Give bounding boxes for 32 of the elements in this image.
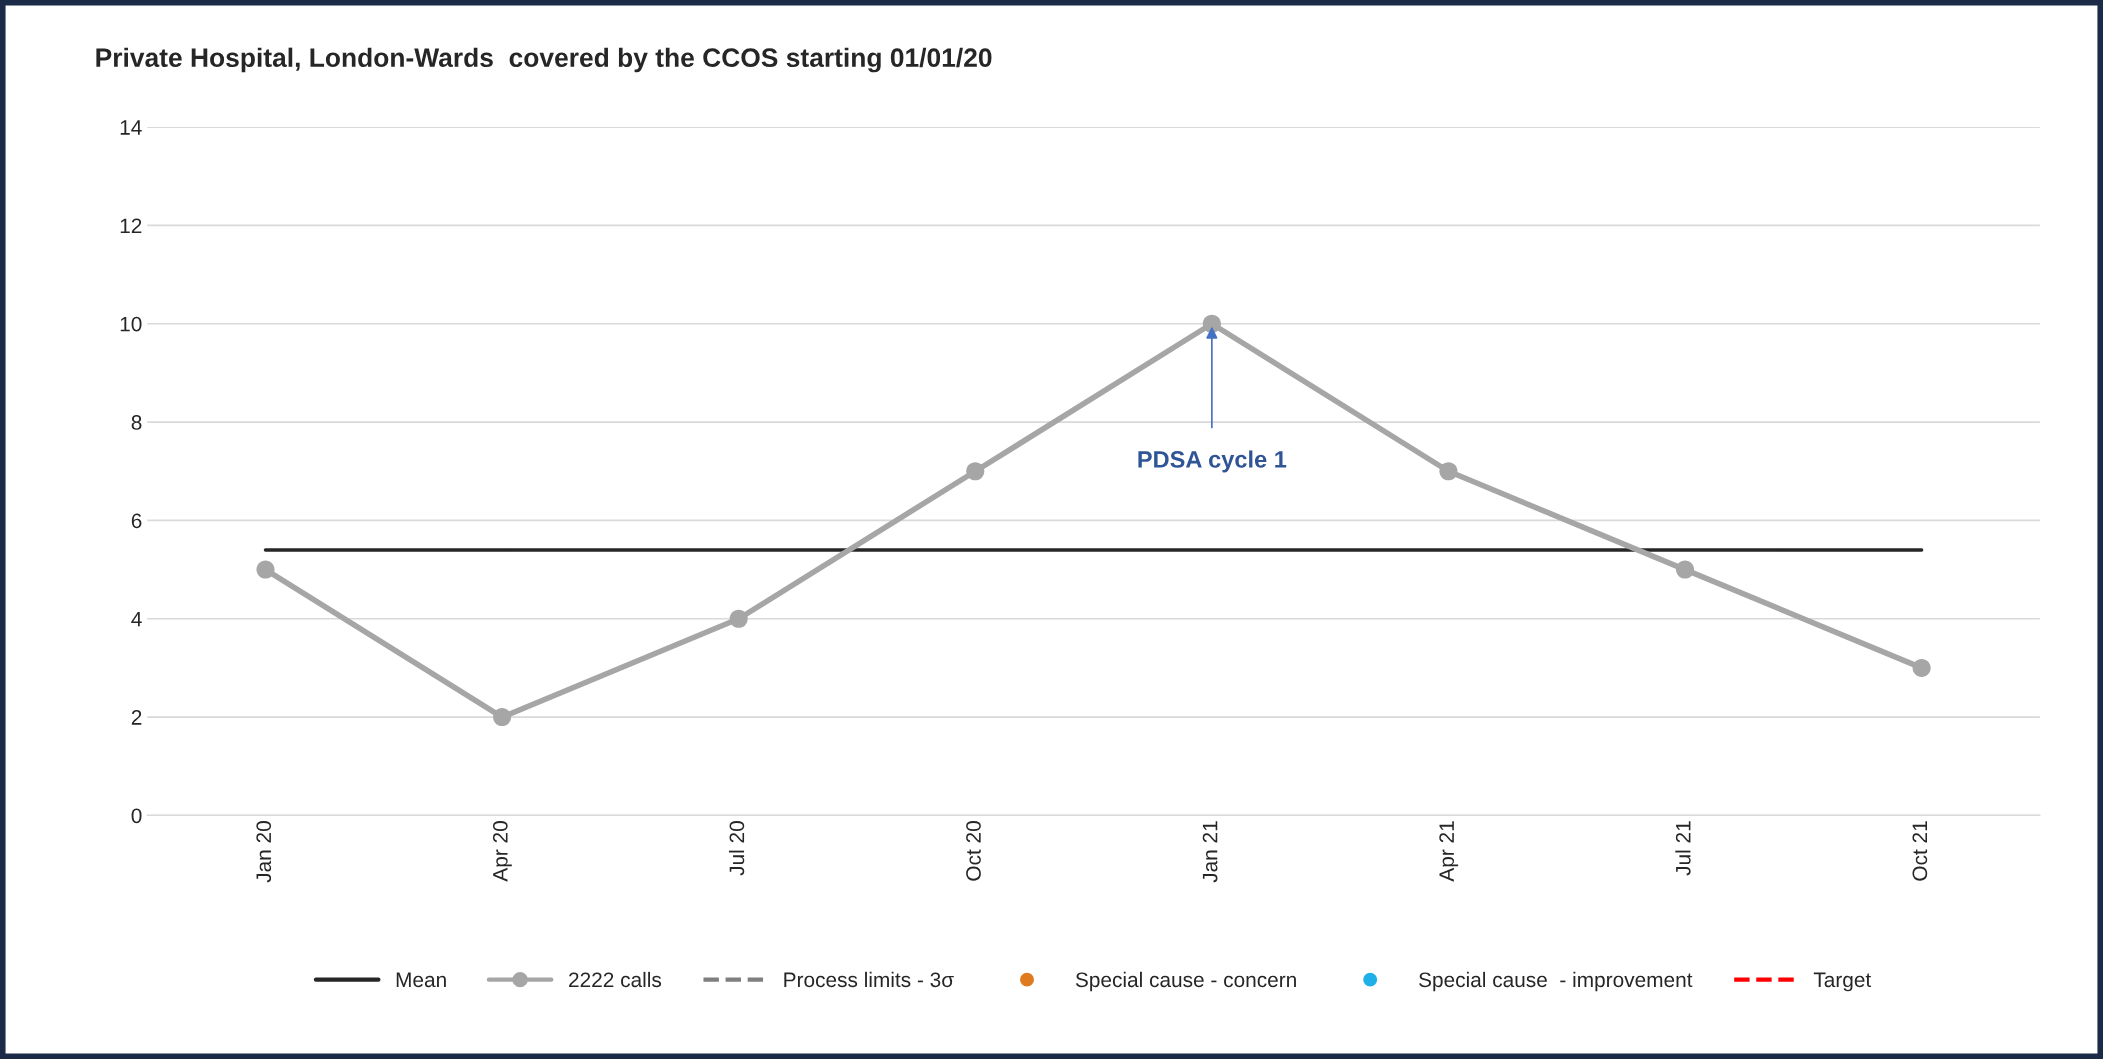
legend-label: Special cause - improvement <box>1419 971 1693 992</box>
x-tick-label: Oct 21 <box>1912 821 1928 881</box>
legend-label: Special cause - concern <box>1075 971 1296 992</box>
point <box>1439 462 1458 481</box>
point <box>1912 658 1931 677</box>
point <box>966 462 985 481</box>
legend-label: 2222 calls <box>569 971 662 988</box>
y-tick-label: 10 <box>120 316 142 332</box>
x-tick-label: Apr 21 <box>1439 821 1459 882</box>
y-tick-label: 12 <box>120 218 142 233</box>
x-tick-label: Jan 20 <box>256 821 272 883</box>
y-tick-label: 4 <box>131 611 142 627</box>
y-tick-label: 0 <box>131 808 142 824</box>
point <box>729 609 748 628</box>
x-tick-label: Oct 20 <box>966 821 981 881</box>
point <box>1676 560 1695 579</box>
point <box>1202 314 1221 333</box>
y-tick-label: 2 <box>131 710 142 725</box>
x-tick-label: Jan 21 <box>1202 821 1218 883</box>
point <box>256 560 275 579</box>
x-tick-label: Jul 20 <box>728 821 745 876</box>
legend-label: Mean <box>396 972 446 988</box>
y-tick-label: 6 <box>131 513 142 529</box>
x-tick-label: Jul 21 <box>1675 821 1691 876</box>
y-tick-label: 8 <box>131 415 142 430</box>
legend-label: Process limits - 3σ <box>784 971 954 988</box>
annotation: PDSA cycle 1 <box>1138 450 1287 473</box>
point <box>493 708 512 727</box>
chart-title: Private Hospital, London-Wards covered by the CCOS starting 01/01/20 <box>96 47 992 73</box>
y-tick-label: 14 <box>120 120 142 135</box>
x-tick-label: Apr 20 <box>492 821 512 882</box>
legend-label: Target <box>1813 972 1872 992</box>
